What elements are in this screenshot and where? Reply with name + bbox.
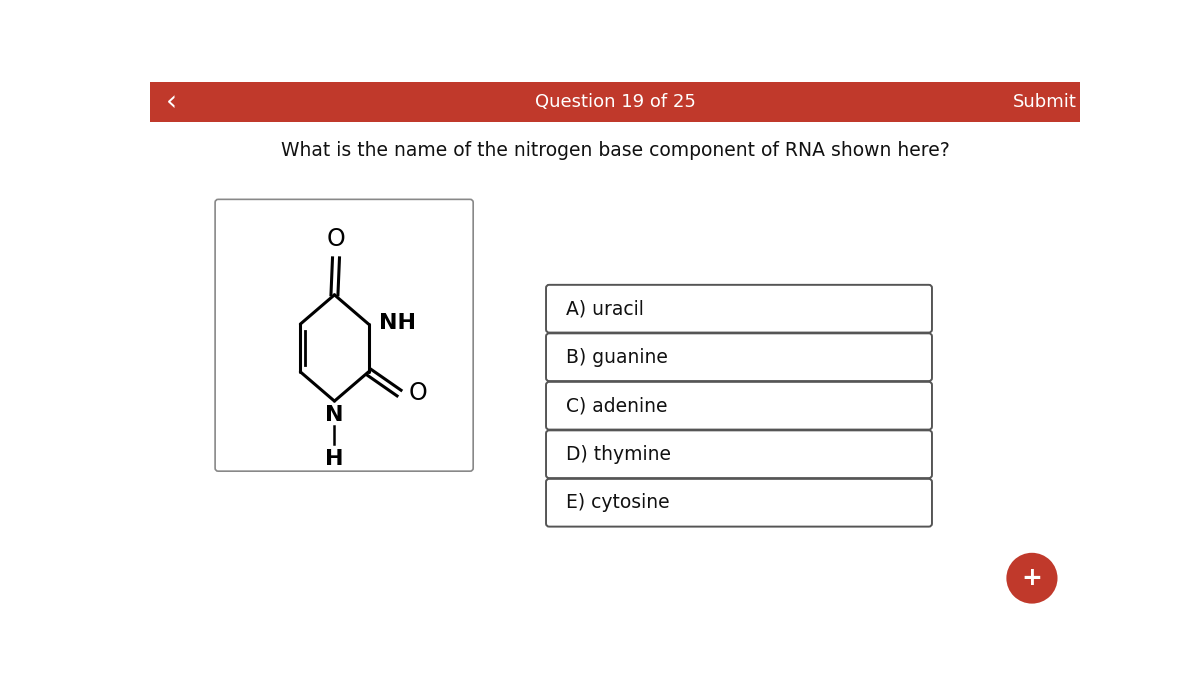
Text: What is the name of the nitrogen base component of RNA shown here?: What is the name of the nitrogen base co… bbox=[281, 141, 949, 161]
Text: O: O bbox=[326, 227, 346, 251]
FancyBboxPatch shape bbox=[546, 430, 932, 478]
Text: A) uracil: A) uracil bbox=[566, 299, 644, 318]
Text: Submit: Submit bbox=[1013, 93, 1078, 111]
FancyBboxPatch shape bbox=[215, 200, 473, 471]
Text: B) guanine: B) guanine bbox=[566, 348, 668, 367]
Text: Question 19 of 25: Question 19 of 25 bbox=[534, 93, 696, 111]
FancyBboxPatch shape bbox=[546, 285, 932, 333]
Text: O: O bbox=[409, 381, 428, 405]
Text: NH: NH bbox=[379, 313, 415, 333]
FancyBboxPatch shape bbox=[546, 479, 932, 527]
Text: D) thymine: D) thymine bbox=[566, 445, 671, 464]
FancyBboxPatch shape bbox=[546, 382, 932, 429]
Text: +: + bbox=[1021, 566, 1043, 590]
Bar bbox=[150, 82, 1080, 122]
FancyBboxPatch shape bbox=[546, 333, 932, 381]
Text: C) adenine: C) adenine bbox=[566, 397, 667, 415]
Text: H: H bbox=[325, 449, 343, 469]
Text: ‹: ‹ bbox=[166, 88, 178, 117]
Text: E) cytosine: E) cytosine bbox=[566, 493, 670, 512]
Circle shape bbox=[1007, 553, 1057, 604]
Text: N: N bbox=[325, 405, 343, 425]
